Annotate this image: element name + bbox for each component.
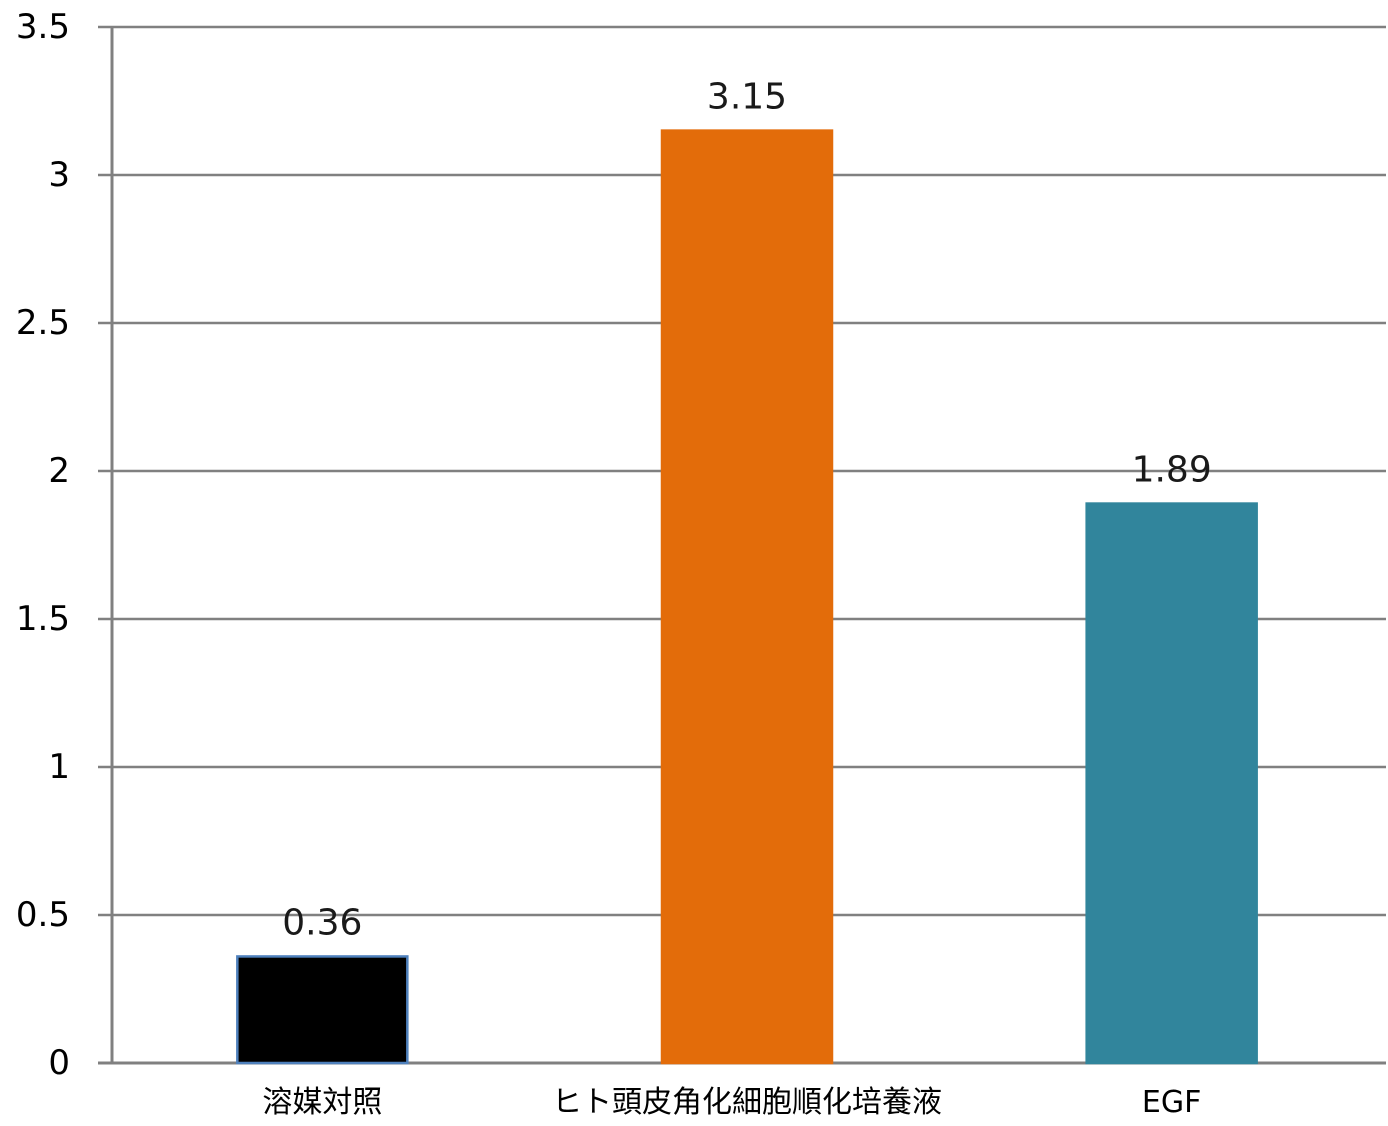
- data-label: 3.15: [707, 77, 787, 118]
- x-category-label: ヒト頭皮角化細胞順化培養液: [552, 1085, 942, 1120]
- bar: [660, 129, 834, 1065]
- bars: [236, 129, 1258, 1065]
- y-tick-label: 3: [48, 155, 70, 195]
- data-label: 0.36: [282, 902, 362, 943]
- bar: [236, 955, 409, 1065]
- y-tick-label: 1: [48, 747, 70, 787]
- data-label: 1.89: [1132, 450, 1212, 491]
- y-tick-label: 1.5: [16, 599, 70, 639]
- x-category-label: EGF: [1142, 1085, 1201, 1120]
- bar: [1085, 502, 1258, 1065]
- labels: 0 0.5 1 1.5 2 2.5 3 3.5 0.36 溶媒対照 3.15 ヒト頭皮角化細胞順化培養…: [16, 7, 1212, 1120]
- y-tick-label: 0.5: [16, 895, 70, 935]
- y-tick-label: 2: [48, 451, 70, 491]
- y-tick-label: 3.5: [16, 7, 70, 47]
- y-tick-label: 0: [48, 1043, 70, 1083]
- x-category-label: 溶媒対照: [262, 1085, 382, 1120]
- y-tick-label: 2.5: [16, 303, 70, 343]
